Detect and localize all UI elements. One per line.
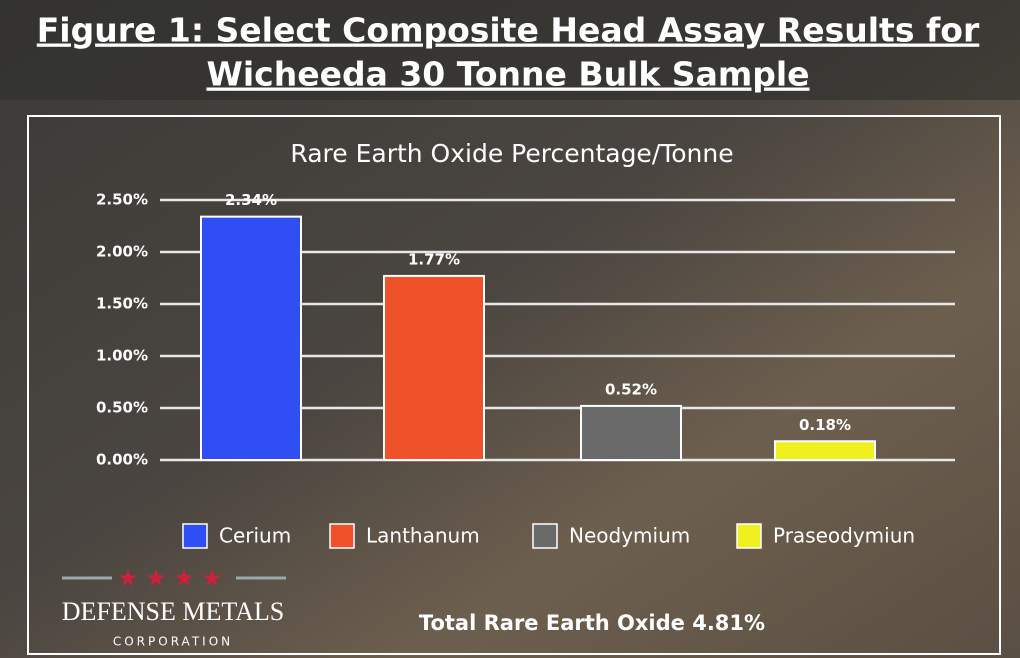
legend-swatch <box>736 523 762 549</box>
logo-name: DEFENSE METALS <box>62 597 285 626</box>
svg-text:★: ★ <box>145 564 167 592</box>
title-band <box>0 0 1020 100</box>
legend-label: Cerium <box>219 524 291 548</box>
legend-label: Praseodymiun <box>773 524 915 548</box>
legend-swatch <box>329 523 355 549</box>
bar <box>200 215 302 461</box>
figure-title: Wicheeda 30 Tonne Bulk Sample <box>206 55 809 94</box>
y-tick-label: 2.50% <box>96 191 148 209</box>
bar <box>774 440 876 461</box>
legend-label: Neodymium <box>569 524 690 548</box>
chart-title: Rare Earth Oxide Percentage/Tonne <box>290 139 733 168</box>
svg-text:★: ★ <box>173 564 195 592</box>
data-label: 0.18% <box>799 416 851 434</box>
logo-stars: ★ ★ ★ ★ <box>62 564 286 592</box>
bar <box>580 404 682 462</box>
legend-swatch <box>532 523 558 549</box>
legend-swatch <box>182 523 208 549</box>
annotation: Total Rare Earth Oxide 4.81% <box>419 611 765 635</box>
y-tick-label: 0.00% <box>96 451 148 469</box>
data-label: 2.34% <box>225 191 277 209</box>
data-label: 1.77% <box>408 250 460 268</box>
y-tick-label: 0.50% <box>96 399 148 417</box>
y-tick-label: 1.50% <box>96 295 148 313</box>
logo-subtitle: CORPORATION <box>113 635 233 649</box>
bar <box>383 274 485 462</box>
svg-text:★: ★ <box>201 564 223 592</box>
data-label: 0.52% <box>605 380 657 398</box>
y-tick-label: 2.00% <box>96 243 148 261</box>
chart-frame <box>27 115 1001 655</box>
svg-text:★: ★ <box>117 564 139 592</box>
legend-label: Lanthanum <box>366 524 480 548</box>
figure-title: Figure 1: Select Composite Head Assay Re… <box>37 11 980 50</box>
y-tick-label: 1.00% <box>96 347 148 365</box>
